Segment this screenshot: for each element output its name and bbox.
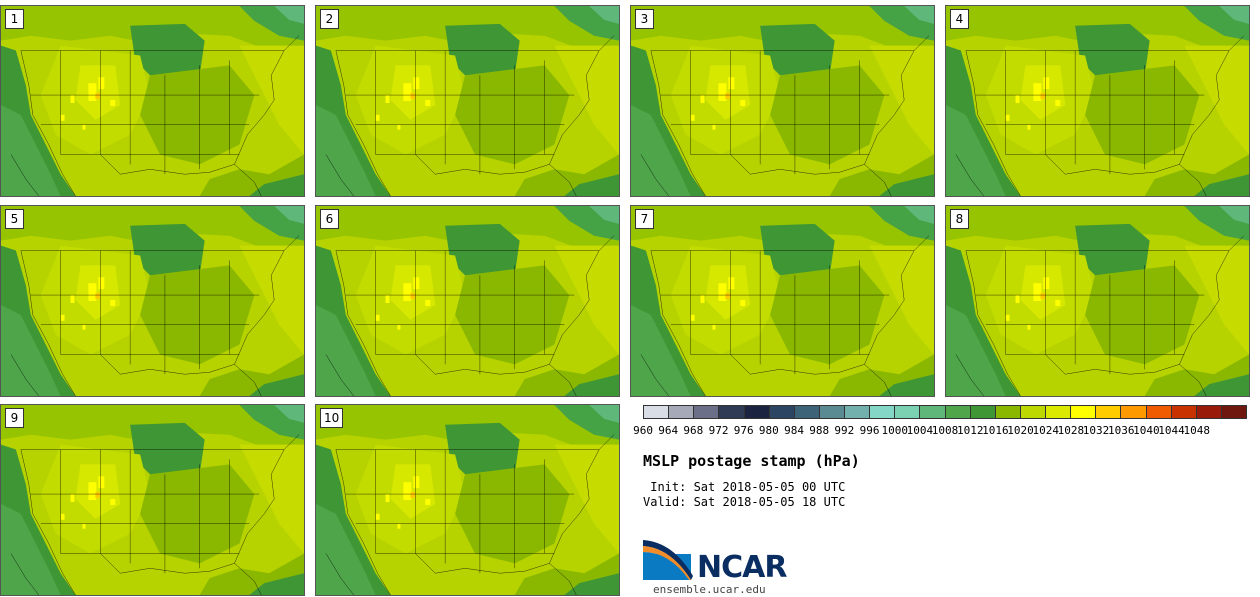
colorbar-tick: 1000 (881, 424, 908, 437)
colorbar-tick: 1044 (1158, 424, 1185, 437)
colorbar (643, 405, 1247, 419)
colorbar-tick: 988 (809, 424, 830, 437)
colorbar-swatch (794, 406, 820, 418)
colorbar-swatch (995, 406, 1021, 418)
colorbar-tick: 968 (683, 424, 704, 437)
colorbar-swatch (744, 406, 770, 418)
ncar-logo-icon (643, 540, 693, 580)
colorbar-swatch (870, 406, 896, 418)
panel-label: 6 (320, 209, 339, 229)
map-5 (1, 206, 304, 396)
colorbar-tick: 1036 (1107, 424, 1135, 437)
colorbar-tick: 1012 (956, 424, 984, 437)
colorbar-tick: 1032 (1082, 424, 1110, 437)
colorbar-swatch (1020, 406, 1046, 418)
map-panel-9[interactable]: 9 (0, 404, 305, 596)
colorbar-tick: 1020 (1007, 424, 1034, 437)
colorbar-tick: 1008 (931, 424, 959, 437)
panel-label: 2 (320, 9, 339, 29)
colorbar-tick: 984 (784, 424, 804, 437)
colorbar-tick: 1048 (1183, 424, 1210, 437)
plot-title: MSLP postage stamp (hPa) (643, 452, 860, 470)
colorbar-swatch (845, 406, 871, 418)
colorbar-ticks: 960 964 968 972 976 980 984 988 992 996 1000 1004 10… (632, 424, 1260, 438)
map-panel-2[interactable]: 2 (315, 5, 620, 197)
map-6 (316, 206, 619, 396)
panel-label: 7 (635, 209, 654, 229)
map-panel-4[interactable]: 4 (945, 5, 1250, 197)
panel-label: 1 (5, 9, 24, 29)
colorbar-swatch (970, 406, 996, 418)
colorbar-swatch (1146, 406, 1172, 418)
panel-label: 3 (635, 9, 654, 29)
colorbar-tick: 1016 (982, 424, 1009, 437)
panel-label: 10 (320, 408, 344, 428)
colorbar-tick: 976 (733, 424, 754, 437)
panel-label: 5 (5, 209, 24, 229)
colorbar-swatch (1171, 406, 1197, 418)
colorbar-swatch (719, 406, 745, 418)
map-panel-5[interactable]: 5 (0, 205, 305, 397)
colorbar-swatch (895, 406, 921, 418)
panel-label: 8 (950, 209, 969, 229)
colorbar-swatch (1046, 406, 1072, 418)
colorbar-tick: 996 (859, 424, 880, 437)
colorbar-tick: 972 (708, 424, 729, 437)
colorbar-swatch (694, 406, 720, 418)
map-1 (1, 6, 304, 196)
colorbar-swatch (769, 406, 795, 418)
map-3 (631, 6, 934, 196)
colorbar-swatch (1221, 406, 1246, 418)
map-4 (946, 6, 1249, 196)
colorbar-tick: 1028 (1057, 424, 1085, 437)
colorbar-swatch (1121, 406, 1147, 418)
panel-label: 4 (950, 9, 969, 29)
map-7 (631, 206, 934, 396)
map-panel-3[interactable]: 3 (630, 5, 935, 197)
map-10 (316, 405, 619, 595)
colorbar-tick: 960 (633, 424, 653, 437)
colorbar-swatch (644, 406, 670, 418)
map-2 (316, 6, 619, 196)
colorbar-tick: 1004 (906, 424, 934, 437)
colorbar-swatch (945, 406, 971, 418)
colorbar-swatch (669, 406, 695, 418)
map-panel-10[interactable]: 10 (315, 404, 620, 596)
map-9 (1, 405, 304, 595)
map-panel-1[interactable]: 1 (0, 5, 305, 197)
colorbar-swatch (1096, 406, 1122, 418)
site-url: ensemble.ucar.edu (653, 583, 766, 596)
colorbar-swatch (1196, 406, 1222, 418)
ncar-logo-text: NCAR (697, 550, 787, 585)
colorbar-swatch (920, 406, 946, 418)
colorbar-swatch (1071, 406, 1097, 418)
valid-time: Valid: Sat 2018-05-05 18 UTC (643, 495, 846, 509)
colorbar-tick: 980 (758, 424, 779, 437)
map-panel-8[interactable]: 8 (945, 205, 1250, 397)
colorbar-tick: 964 (658, 424, 679, 437)
map-panel-6[interactable]: 6 (315, 205, 620, 397)
map-8 (946, 206, 1249, 396)
map-panel-7[interactable]: 7 (630, 205, 935, 397)
colorbar-tick: 992 (834, 424, 855, 437)
colorbar-tick: 1024 (1032, 424, 1059, 437)
init-time: Init: Sat 2018-05-05 00 UTC (643, 480, 846, 494)
colorbar-tick: 1040 (1133, 424, 1160, 437)
colorbar-swatch (819, 406, 845, 418)
panel-label: 9 (5, 408, 24, 428)
